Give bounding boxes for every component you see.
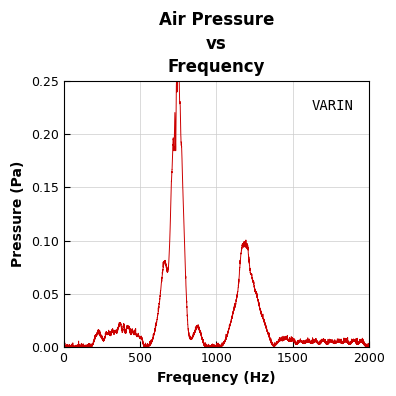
Y-axis label: Pressure (Pa): Pressure (Pa) (11, 161, 25, 267)
X-axis label: Frequency (Hz): Frequency (Hz) (157, 371, 276, 385)
Text: VARIN: VARIN (312, 99, 354, 113)
Title: Air Pressure
vs
Frequency: Air Pressure vs Frequency (158, 11, 274, 76)
